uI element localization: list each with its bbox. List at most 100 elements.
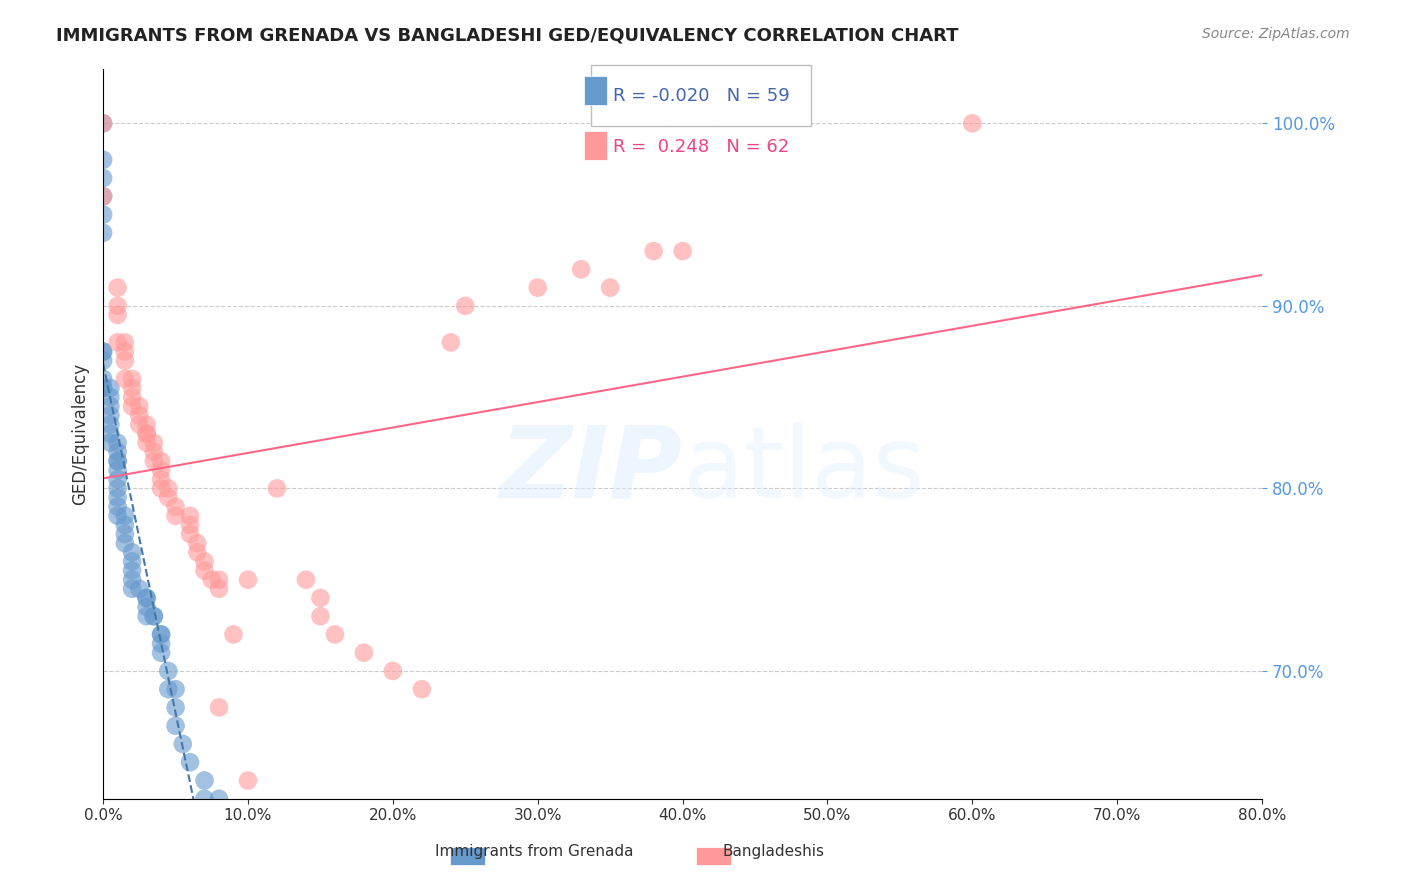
Point [172, 737, 194, 751]
Point [165, 700, 187, 714]
Point [107, 454, 129, 468]
Point [150, 627, 173, 641]
Point [121, 564, 143, 578]
Point [150, 472, 173, 486]
Point [179, 508, 201, 523]
Point [193, 564, 215, 578]
Point [186, 536, 208, 550]
Point [222, 627, 245, 641]
Point [128, 417, 150, 432]
Point [193, 773, 215, 788]
Text: Bangladeshis: Bangladeshis [723, 845, 824, 859]
Point [150, 463, 173, 477]
Point [91, 344, 114, 359]
Point [107, 472, 129, 486]
Point [208, 700, 231, 714]
Point [236, 573, 259, 587]
Point [107, 280, 129, 294]
Point [643, 244, 665, 258]
Text: IMMIGRANTS FROM GRENADA VS BANGLADESHI GED/EQUIVALENCY CORRELATION CHART: IMMIGRANTS FROM GRENADA VS BANGLADESHI G… [56, 27, 959, 45]
Point [208, 582, 231, 596]
Bar [583, 76, 607, 105]
Point [91, 381, 114, 395]
Point [121, 399, 143, 413]
Point [107, 454, 129, 468]
Point [114, 536, 136, 550]
Point [100, 390, 122, 404]
Point [91, 153, 114, 167]
Point [91, 116, 114, 130]
Point [100, 409, 122, 423]
Point [440, 335, 463, 350]
Point [114, 344, 136, 359]
Point [165, 682, 187, 697]
Text: R = -0.020   N = 59: R = -0.020 N = 59 [613, 87, 790, 104]
Point [179, 756, 201, 770]
Text: R =  0.248   N = 62: R = 0.248 N = 62 [613, 138, 789, 156]
Point [100, 399, 122, 413]
Point [309, 609, 332, 624]
Point [193, 791, 215, 805]
Point [107, 335, 129, 350]
Point [107, 445, 129, 459]
Point [91, 116, 114, 130]
Point [100, 417, 122, 432]
Point [135, 591, 157, 605]
Point [107, 508, 129, 523]
Point [100, 426, 122, 441]
Point [295, 573, 318, 587]
Point [526, 280, 548, 294]
Point [114, 527, 136, 541]
Point [135, 591, 157, 605]
Point [454, 299, 477, 313]
Point [91, 171, 114, 186]
Point [121, 554, 143, 568]
Point [114, 353, 136, 368]
Point [150, 454, 173, 468]
Point [157, 664, 180, 678]
Point [165, 508, 187, 523]
Point [411, 682, 433, 697]
Text: Source: ZipAtlas.com: Source: ZipAtlas.com [1202, 27, 1350, 41]
Point [157, 682, 180, 697]
Point [128, 399, 150, 413]
Point [157, 482, 180, 496]
Bar [583, 130, 607, 160]
Point [107, 482, 129, 496]
Text: atlas: atlas [682, 422, 924, 518]
Point [107, 500, 129, 514]
Point [142, 435, 165, 450]
Point [208, 791, 231, 805]
Point [114, 508, 136, 523]
Point [91, 372, 114, 386]
Point [962, 116, 984, 130]
Point [100, 435, 122, 450]
Point [107, 491, 129, 505]
Point [323, 627, 346, 641]
Point [142, 609, 165, 624]
Point [121, 582, 143, 596]
Point [114, 372, 136, 386]
Point [91, 353, 114, 368]
Text: Immigrants from Grenada: Immigrants from Grenada [434, 845, 634, 859]
Point [135, 600, 157, 615]
Point [114, 335, 136, 350]
Point [165, 719, 187, 733]
Point [381, 664, 404, 678]
Point [309, 591, 332, 605]
Point [91, 381, 114, 395]
Point [135, 426, 157, 441]
Point [100, 381, 122, 395]
Point [107, 435, 129, 450]
Point [179, 527, 201, 541]
Point [150, 646, 173, 660]
Point [599, 280, 621, 294]
Point [142, 454, 165, 468]
Point [569, 262, 592, 277]
Point [91, 208, 114, 222]
Point [150, 482, 173, 496]
Point [121, 381, 143, 395]
Point [135, 609, 157, 624]
Point [128, 409, 150, 423]
Point [114, 517, 136, 532]
